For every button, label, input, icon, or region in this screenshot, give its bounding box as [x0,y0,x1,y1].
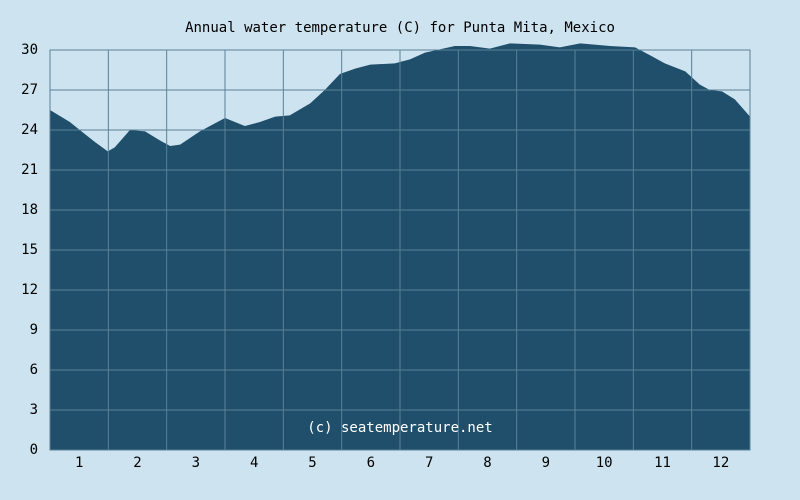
y-tick-label: 9 [30,322,38,338]
y-tick-label: 24 [21,122,38,138]
x-tick-label: 10 [596,455,613,471]
y-tick-label: 21 [21,162,38,178]
x-tick-label: 11 [654,455,671,471]
y-tick-label: 0 [30,442,38,458]
x-tick-label: 4 [250,455,258,471]
x-tick-label: 6 [367,455,375,471]
x-tick-label: 5 [308,455,316,471]
y-tick-label: 12 [21,282,38,298]
y-tick-label: 30 [21,42,38,58]
x-tick-label: 2 [133,455,141,471]
y-tick-label: 27 [21,82,38,98]
plot-border [49,49,751,451]
x-tick-label: 3 [192,455,200,471]
y-tick-label: 15 [21,242,38,258]
chart-title: Annual water temperature (C) for Punta M… [185,20,615,36]
y-tick-label: 6 [30,362,38,378]
y-tick-label: 3 [30,402,38,418]
x-tick-label: 9 [542,455,550,471]
x-tick-label: 7 [425,455,433,471]
annotation: (c) seatemperature.net [307,420,492,436]
y-tick-label: 18 [21,202,38,218]
x-tick-label: 1 [75,455,83,471]
x-tick-label: 8 [483,455,491,471]
x-tick-label: 12 [712,455,729,471]
